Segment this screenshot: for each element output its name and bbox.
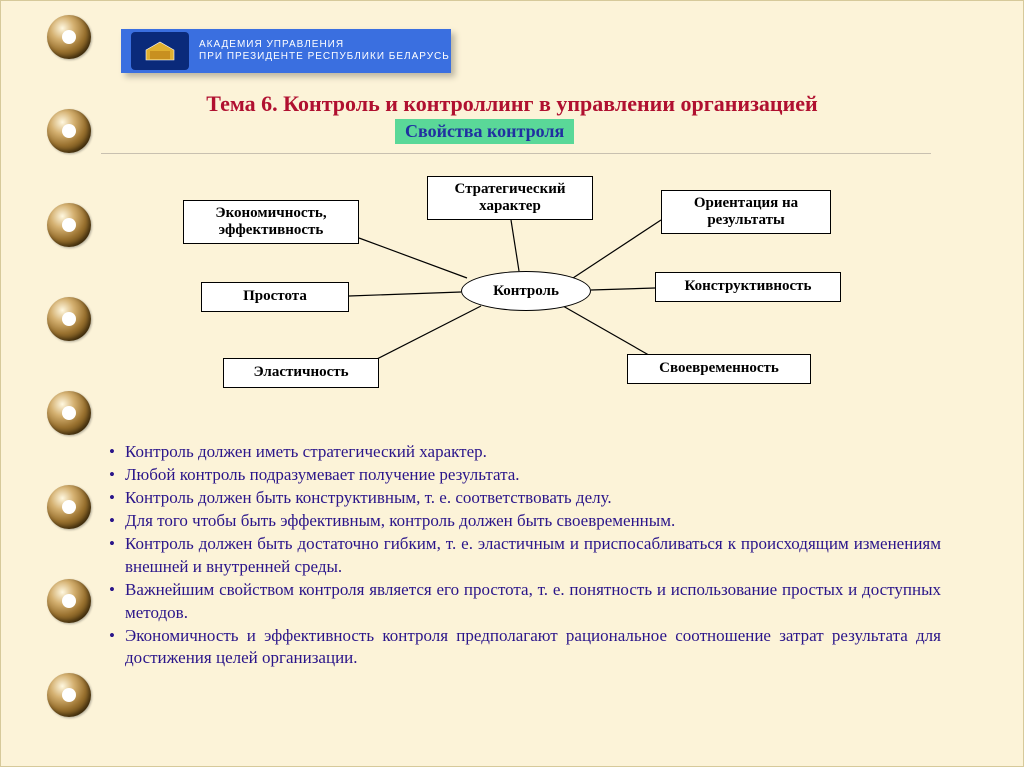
bullet-marker-icon: • <box>99 625 125 671</box>
slide-page: АКАДЕМИЯ УПРАВЛЕНИЯПРИ ПРЕЗИДЕНТЕ РЕСПУБ… <box>0 0 1024 767</box>
node-strategic: Стратегическийхарактер <box>427 176 593 220</box>
bullet-text: Для того чтобы быть эффективным, контрол… <box>125 510 941 533</box>
bullet-list: •Контроль должен иметь стратегический ха… <box>99 441 941 670</box>
node-timeliness: Своевременность <box>627 354 811 384</box>
concept-map: Контроль Стратегическийхарактер Ориентация… <box>181 176 881 426</box>
bullet-marker-icon: • <box>99 487 125 510</box>
bullet-item: •Контроль должен быть конструктивным, т.… <box>99 487 941 510</box>
bullet-item: •Контроль должен быть достаточно гибким,… <box>99 533 941 579</box>
bullet-marker-icon: • <box>99 441 125 464</box>
node-economy: Экономичность,эффективность <box>183 200 359 244</box>
bullet-item: •Экономичность и эффективность контроля … <box>99 625 941 671</box>
bullet-marker-icon: • <box>99 464 125 487</box>
header-banner: АКАДЕМИЯ УПРАВЛЕНИЯПРИ ПРЕЗИДЕНТЕ РЕСПУБ… <box>121 29 451 73</box>
divider <box>101 153 931 154</box>
bullet-marker-icon: • <box>99 533 125 579</box>
bullet-text: Контроль должен быть достаточно гибким, … <box>125 533 941 579</box>
spiral-ring <box>47 579 91 623</box>
bullet-item: • Любой контроль подразумевает получение… <box>99 464 941 487</box>
spiral-ring <box>47 673 91 717</box>
spiral-ring <box>47 203 91 247</box>
bullet-text: Важнейшим свойством контроля является ег… <box>125 579 941 625</box>
bullet-text: Экономичность и эффективность контроля п… <box>125 625 941 671</box>
bullet-marker-icon: • <box>99 510 125 533</box>
bullet-text: Любой контроль подразумевает получение р… <box>125 464 941 487</box>
header-line2: ПРИ ПРЕЗИДЕНТЕ РЕСПУБЛИКИ БЕЛАРУСЬ <box>199 51 450 64</box>
node-simplicity: Простота <box>201 282 349 312</box>
bullet-text: Контроль должен быть конструктивным, т. … <box>125 487 941 510</box>
bullet-marker-icon: • <box>99 579 125 625</box>
bullet-item: •Контроль должен иметь стратегический ха… <box>99 441 941 464</box>
header-text: АКАДЕМИЯ УПРАВЛЕНИЯПРИ ПРЕЗИДЕНТЕ РЕСПУБ… <box>199 39 450 64</box>
spiral-ring <box>47 485 91 529</box>
bullet-item: •Для того чтобы быть эффективным, контро… <box>99 510 941 533</box>
node-constructive: Конструктивность <box>655 272 841 302</box>
bullet-item: •Важнейшим свойством контроля является е… <box>99 579 941 625</box>
slide-title: Тема 6. Контроль и контроллинг в управле… <box>1 91 1023 117</box>
center-node: Контроль <box>461 271 591 311</box>
academy-logo <box>131 32 189 70</box>
node-orientation: Ориентация нарезультаты <box>661 190 831 234</box>
spiral-ring <box>47 297 91 341</box>
spiral-ring <box>47 391 91 435</box>
spiral-ring <box>47 15 91 59</box>
header-line1: АКАДЕМИЯ УПРАВЛЕНИЯ <box>199 39 450 52</box>
bullet-text: Контроль должен иметь стратегический хар… <box>125 441 941 464</box>
subtitle: Свойства контроля <box>395 119 574 144</box>
node-elasticity: Эластичность <box>223 358 379 388</box>
